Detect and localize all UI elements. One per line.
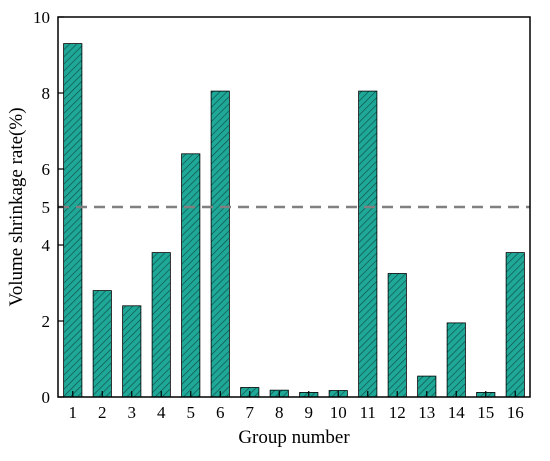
y-axis: 0 2 4 5 6 8 10 [33, 8, 64, 407]
bar-group-3 [122, 305, 142, 398]
bar-group-5 [181, 153, 201, 398]
y-tick-label-4: 4 [42, 236, 51, 255]
y-tick-label-8: 8 [42, 84, 51, 103]
bar-group-4 [151, 252, 171, 398]
y-tick-label-6: 6 [42, 160, 51, 179]
x-tick-label-5: 5 [187, 403, 196, 422]
bar-group-11 [358, 90, 378, 398]
y-axis-title: Volume shrinkage rate(%) [6, 107, 27, 306]
x-tick-label-13: 13 [418, 403, 435, 422]
x-axis-title: Group number [238, 427, 350, 448]
x-tick-label-14: 14 [448, 403, 466, 422]
x-tick-label-7: 7 [246, 403, 255, 422]
bar-group-12 [387, 273, 407, 398]
x-tick-label-1: 1 [69, 403, 78, 422]
x-axis: 1 2 3 4 5 6 7 8 9 10 11 12 13 14 15 16 [69, 391, 524, 422]
x-tick-label-2: 2 [98, 403, 107, 422]
x-tick-label-10: 10 [330, 403, 347, 422]
x-tick-label-15: 15 [477, 403, 494, 422]
x-tick-label-3: 3 [128, 403, 137, 422]
bar-group-14 [446, 322, 466, 398]
y-tick-label-0: 0 [42, 388, 51, 407]
x-tick-label-4: 4 [157, 403, 166, 422]
y-tick-label-10: 10 [33, 8, 50, 27]
bar-group-16 [505, 252, 525, 398]
bar-group-6 [210, 90, 230, 398]
bars-layer [63, 43, 525, 398]
bar-group-1 [63, 43, 83, 398]
bar-group-2 [92, 290, 112, 398]
y-tick-label-2: 2 [42, 312, 51, 331]
x-tick-label-9: 9 [305, 403, 314, 422]
y-tick-label-5: 5 [42, 198, 51, 217]
x-tick-label-6: 6 [216, 403, 225, 422]
x-tick-label-8: 8 [275, 403, 284, 422]
x-tick-label-16: 16 [507, 403, 524, 422]
x-tick-label-11: 11 [360, 403, 376, 422]
x-tick-label-12: 12 [389, 403, 406, 422]
